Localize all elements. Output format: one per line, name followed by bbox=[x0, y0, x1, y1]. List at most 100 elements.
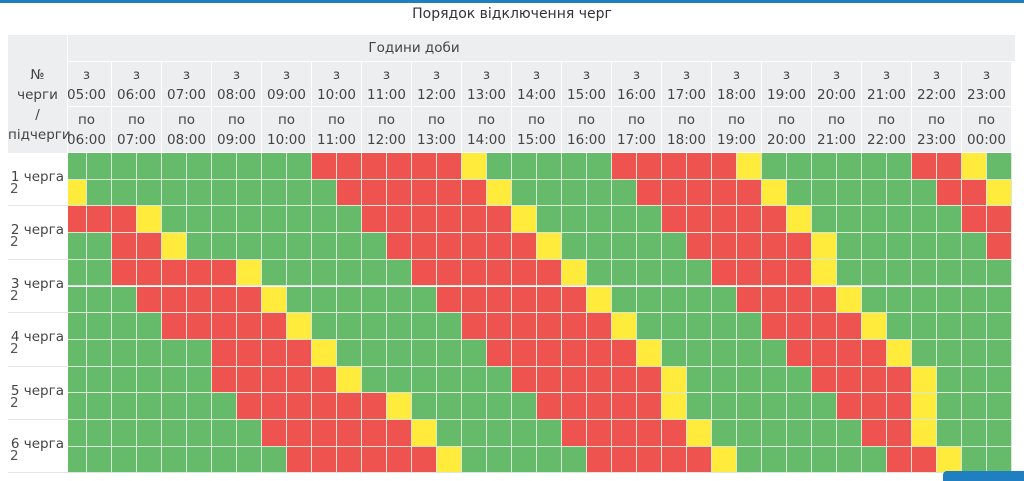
hour-from-header: з 06:00 bbox=[112, 62, 162, 107]
schedule-cell-outage bbox=[237, 313, 262, 340]
schedule-cell-power-on bbox=[212, 446, 237, 474]
schedule-cell-power-on bbox=[962, 233, 987, 260]
schedule-cell-outage bbox=[512, 286, 537, 314]
schedule-cell-power-on bbox=[787, 366, 812, 394]
schedule-cell-power-on bbox=[287, 153, 312, 180]
schedule-cell-power-on bbox=[837, 179, 862, 207]
schedule-cell-power-on bbox=[887, 313, 912, 340]
schedule-cell-outage bbox=[412, 179, 437, 207]
schedule-cell-power-on bbox=[437, 393, 462, 420]
from-time: 20:00 bbox=[817, 87, 856, 103]
schedule-cell-power-on bbox=[137, 393, 162, 420]
schedule-cell-outage bbox=[462, 313, 487, 340]
schedule-cell-power-on bbox=[912, 286, 937, 314]
hour-from-header: з 13:00 bbox=[462, 62, 512, 107]
schedule-cell-power-on bbox=[162, 339, 187, 367]
schedule-cell-outage bbox=[487, 286, 512, 314]
schedule-cell-outage bbox=[287, 446, 312, 474]
from-time: 19:00 bbox=[767, 87, 806, 103]
schedule-cell-power-on bbox=[562, 153, 587, 180]
schedule-cell-outage bbox=[637, 420, 662, 447]
schedule-cell-outage bbox=[387, 179, 412, 207]
schedule-cell-possible-outage bbox=[562, 259, 587, 287]
schedule-cell-power-on bbox=[87, 233, 112, 260]
schedule-cell-outage bbox=[237, 393, 262, 420]
schedule-cell-outage bbox=[962, 179, 987, 207]
schedule-cell-possible-outage bbox=[637, 339, 662, 367]
schedule-cell-power-on bbox=[87, 366, 112, 394]
to-prefix: по bbox=[827, 112, 846, 128]
schedule-cell-power-on bbox=[912, 206, 937, 234]
from-prefix: з bbox=[682, 67, 691, 83]
schedule-cell-outage bbox=[237, 339, 262, 367]
from-prefix: з bbox=[232, 67, 241, 83]
schedule-cell-power-on bbox=[112, 420, 137, 447]
schedule-cell-power-on bbox=[737, 446, 762, 474]
schedule-cell-power-on bbox=[762, 420, 787, 447]
schedule-cell-power-on bbox=[937, 233, 962, 260]
schedule-cell-power-on bbox=[237, 420, 262, 447]
schedule-cell-power-on bbox=[537, 420, 562, 447]
schedule-cell-power-on bbox=[537, 179, 562, 207]
hour-to-header: по 11:00 bbox=[312, 107, 362, 153]
schedule-cell-outage bbox=[762, 259, 787, 287]
schedule-cell-outage bbox=[887, 420, 912, 447]
schedule-cell-power-on bbox=[912, 179, 937, 207]
queue-label: 4 черга 2 bbox=[8, 313, 68, 367]
schedule-cell-outage bbox=[612, 446, 637, 474]
schedule-cell-possible-outage bbox=[737, 153, 762, 180]
schedule-cell-power-on bbox=[487, 153, 512, 180]
schedule-cell-outage bbox=[162, 286, 187, 314]
schedule-cell-outage bbox=[937, 179, 962, 207]
schedule-cell-outage bbox=[312, 446, 337, 474]
schedule-cell-power-on bbox=[637, 313, 662, 340]
schedule-cell-power-on bbox=[737, 366, 762, 394]
schedule-cell-power-on bbox=[962, 393, 987, 420]
from-prefix: з bbox=[932, 67, 941, 83]
schedule-cell-power-on bbox=[462, 393, 487, 420]
from-prefix: з bbox=[732, 67, 741, 83]
from-prefix: з bbox=[432, 67, 441, 83]
subqueue-number: 2 bbox=[10, 234, 19, 251]
schedule-cell-outage bbox=[562, 286, 587, 314]
from-time: 22:00 bbox=[917, 87, 956, 103]
schedule-cell-outage bbox=[462, 179, 487, 207]
schedule-cell-outage bbox=[812, 339, 837, 367]
schedule-cell-possible-outage bbox=[312, 339, 337, 367]
schedule-cell-outage bbox=[787, 233, 812, 260]
floating-button[interactable] bbox=[943, 471, 1024, 481]
schedule-cell-power-on bbox=[887, 153, 912, 180]
schedule-cell-outage bbox=[437, 153, 462, 180]
schedule-cell-power-on bbox=[887, 206, 912, 234]
schedule-cell-outage bbox=[887, 366, 912, 394]
schedule-cell-power-on bbox=[312, 259, 337, 287]
schedule-cell-outage bbox=[862, 339, 887, 367]
from-prefix: з bbox=[182, 67, 191, 83]
schedule-cell-outage bbox=[312, 366, 337, 394]
schedule-cell-outage bbox=[662, 420, 687, 447]
from-prefix: з bbox=[632, 67, 641, 83]
schedule-cell-outage bbox=[487, 339, 512, 367]
from-prefix: з bbox=[382, 67, 391, 83]
schedule-cell-possible-outage bbox=[812, 233, 837, 260]
schedule-cell-power-on bbox=[662, 259, 687, 287]
schedule-cell-power-on bbox=[762, 153, 787, 180]
schedule-cell-power-on bbox=[412, 286, 437, 314]
schedule-cell-possible-outage bbox=[912, 420, 937, 447]
from-time: 06:00 bbox=[117, 87, 156, 103]
hours-group-label: Години доби bbox=[368, 40, 460, 56]
hour-from-header: з 23:00 bbox=[962, 62, 1012, 107]
schedule-cell-outage bbox=[137, 233, 162, 260]
to-prefix: по bbox=[277, 112, 296, 128]
schedule-cell-outage bbox=[212, 286, 237, 314]
schedule-cell-outage bbox=[737, 259, 762, 287]
queue-column-header: № черги / підчерги bbox=[8, 35, 71, 153]
schedule-cell-power-on bbox=[137, 446, 162, 474]
schedule-cell-power-on bbox=[537, 206, 562, 234]
schedule-cell-outage bbox=[337, 153, 362, 180]
from-time: 12:00 bbox=[417, 87, 456, 103]
schedule-cell-power-on bbox=[237, 153, 262, 180]
hour-to-header: по 09:00 bbox=[212, 107, 262, 153]
schedule-cell-power-on bbox=[437, 420, 462, 447]
schedule-cell-power-on bbox=[612, 286, 637, 314]
